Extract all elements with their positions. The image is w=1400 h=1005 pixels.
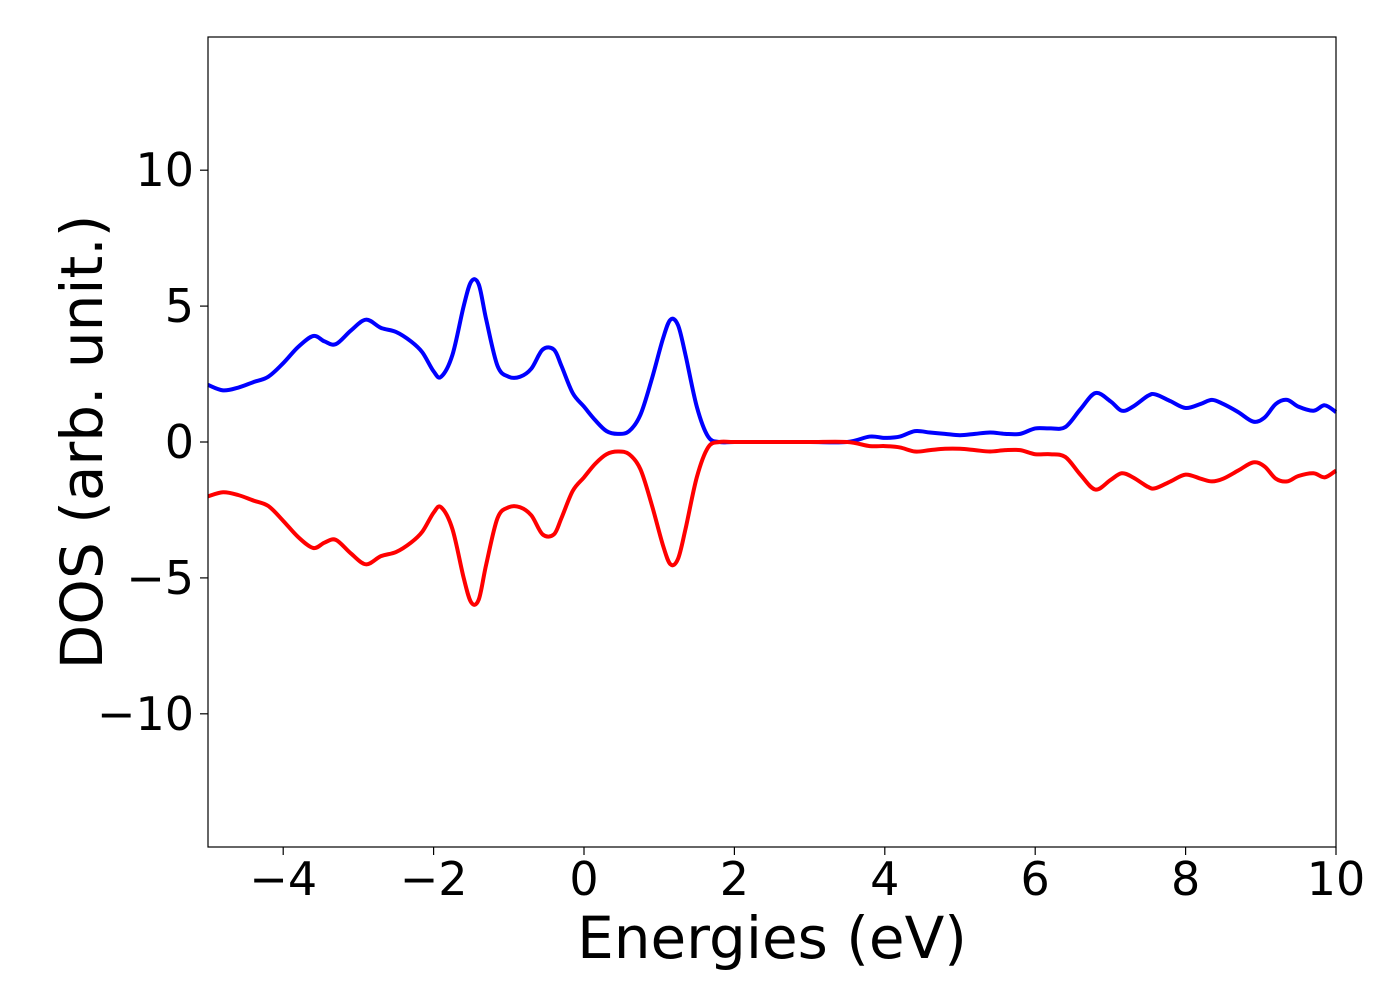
y-axis-label: DOS (arb. unit.) <box>48 215 116 670</box>
series-layer <box>207 277 1338 607</box>
y-tick-label: 0 <box>165 415 194 469</box>
series-line-1 <box>207 439 1338 607</box>
y-axis-ticks: −10 −5 0 5 10 <box>97 143 208 741</box>
y-tick-label: −5 <box>126 551 194 605</box>
x-tick-label: 8 <box>1171 852 1200 906</box>
x-tick-label: 0 <box>569 852 598 906</box>
y-tick-label: 5 <box>165 279 194 333</box>
x-tick-label: 10 <box>1307 852 1366 906</box>
y-tick-label: 10 <box>135 143 194 197</box>
x-axis-ticks: −4 −2 0 2 4 6 8 10 <box>249 847 1365 906</box>
x-tick-label: 4 <box>870 852 899 906</box>
x-tick-label: −2 <box>400 852 468 906</box>
x-tick-label: 6 <box>1021 852 1050 906</box>
x-tick-label: −4 <box>249 852 317 906</box>
x-tick-label: 2 <box>720 852 749 906</box>
series-line-0 <box>207 277 1338 445</box>
x-axis-label: Energies (eV) <box>577 904 967 972</box>
y-tick-label: −10 <box>97 687 194 741</box>
